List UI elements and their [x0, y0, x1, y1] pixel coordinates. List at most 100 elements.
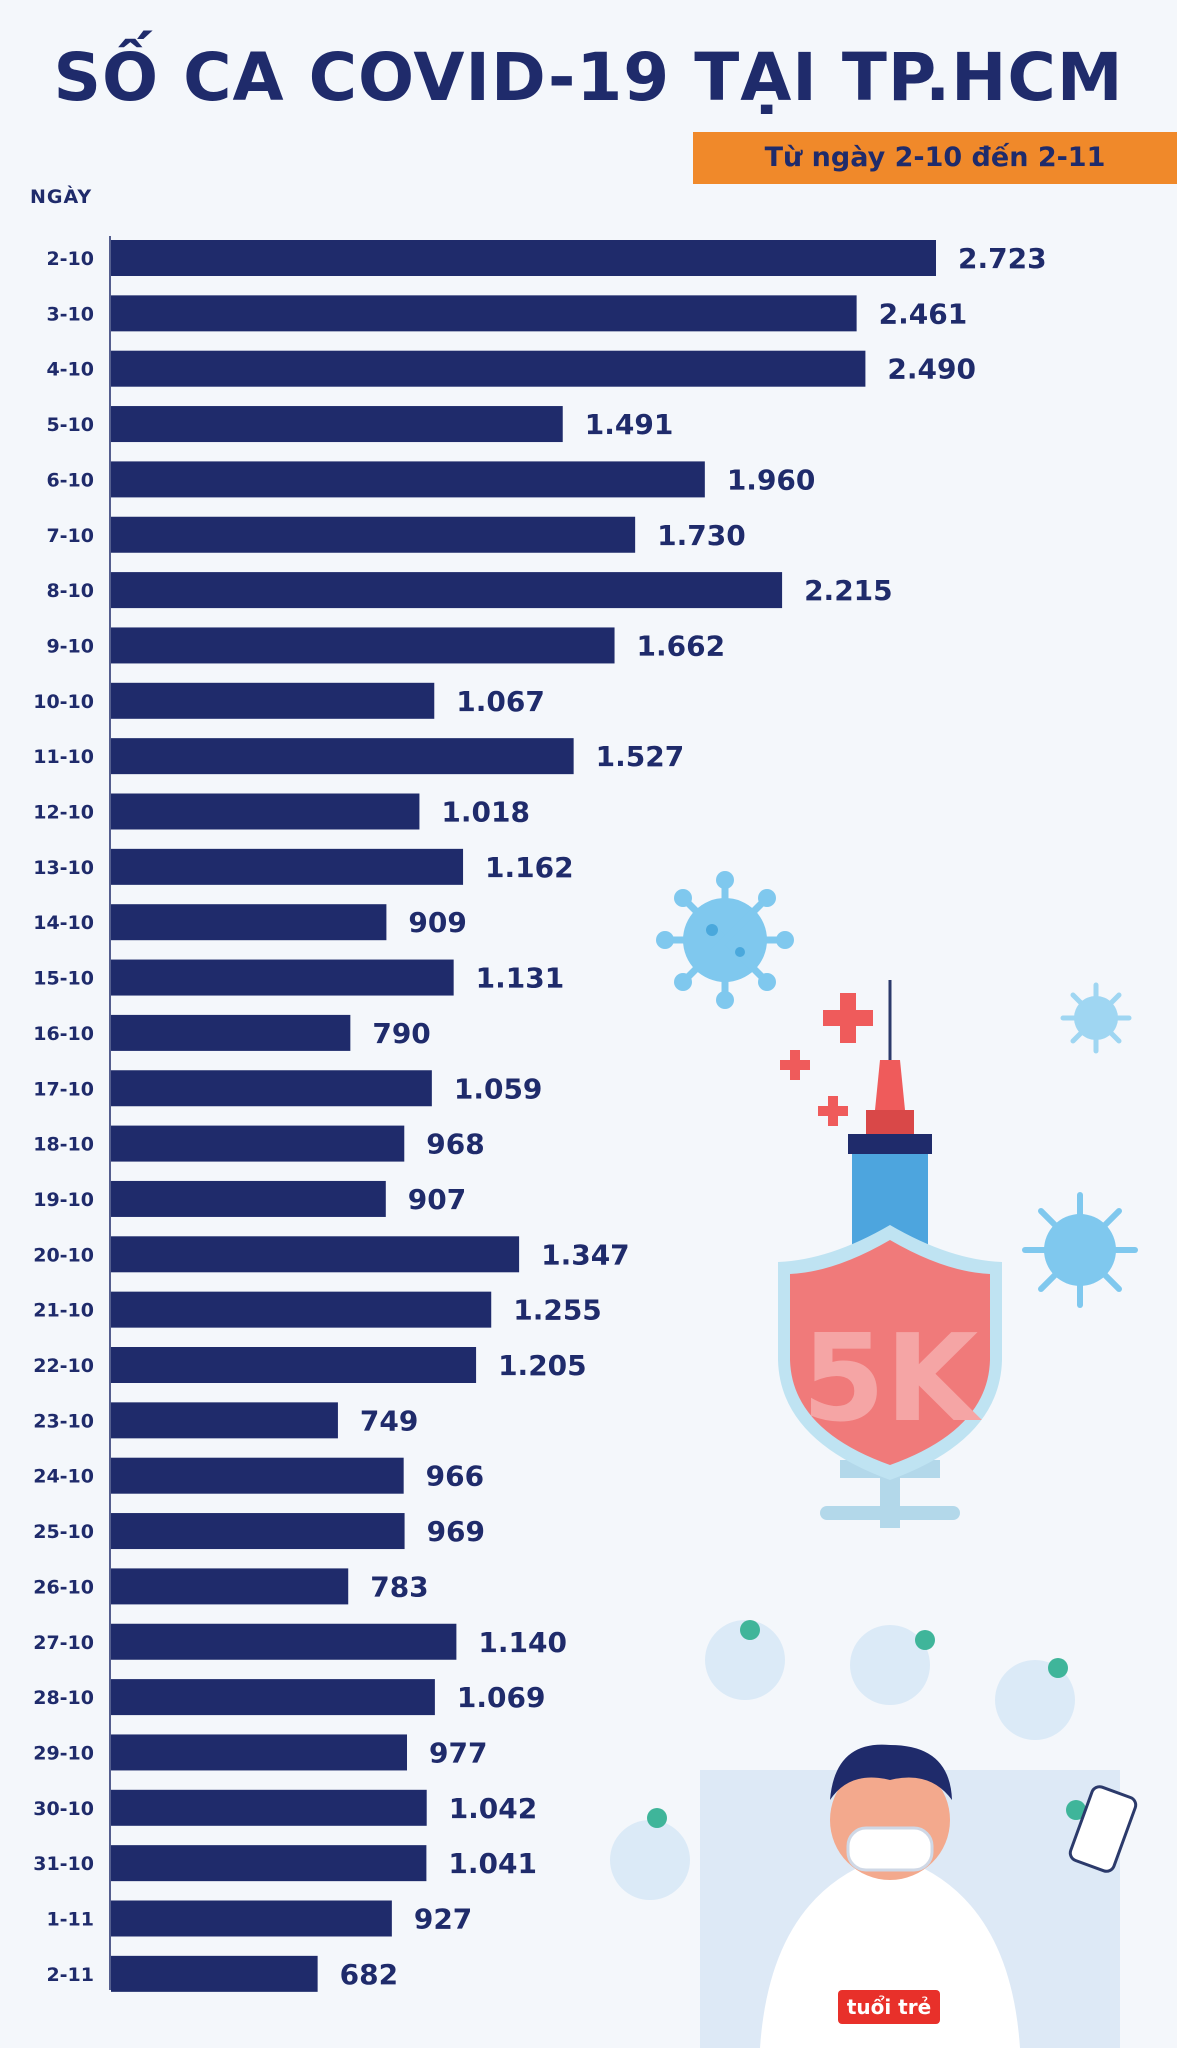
bar — [111, 1014, 351, 1051]
bar — [111, 240, 936, 276]
bar — [111, 295, 857, 332]
value-label: 1.041 — [448, 1847, 537, 1880]
category-label: 9-10 — [46, 635, 94, 657]
shield-5k-icon: 5K — [778, 1225, 1002, 1480]
category-label: 8-10 — [46, 580, 94, 602]
category-label: 19-10 — [33, 1189, 94, 1211]
virus-icon — [1060, 982, 1132, 1054]
category-label: 17-10 — [33, 1078, 94, 1100]
bar — [111, 1623, 457, 1660]
value-label: 1.067 — [456, 685, 545, 718]
virus-icon — [1022, 1192, 1138, 1308]
value-label: 1.162 — [485, 851, 574, 884]
value-label: 1.069 — [457, 1681, 546, 1714]
category-label: 22-10 — [33, 1355, 94, 1377]
category-label: 13-10 — [33, 857, 94, 879]
bar — [111, 1845, 427, 1882]
value-label: 1.960 — [727, 463, 816, 496]
bar — [111, 1955, 318, 1992]
doctor-illustration — [610, 1620, 1138, 2048]
value-label: 1.730 — [657, 519, 746, 552]
value-label: 977 — [429, 1736, 487, 1769]
bar — [111, 1402, 338, 1439]
bar — [111, 1789, 427, 1826]
tuoi-tre-logo: tuổi trẻ — [838, 1990, 940, 2024]
bar — [111, 1125, 405, 1162]
bar — [111, 959, 454, 996]
svg-text:5K: 5K — [802, 1310, 982, 1449]
category-label: 1-11 — [46, 1909, 94, 1931]
value-label: 1.491 — [585, 408, 674, 441]
value-label: 783 — [370, 1570, 428, 1603]
bar — [111, 1457, 404, 1494]
category-label: 27-10 — [33, 1632, 94, 1654]
category-label: 6-10 — [46, 469, 94, 491]
value-label: 1.042 — [449, 1792, 538, 1825]
value-label: 2.490 — [887, 353, 976, 386]
bar — [111, 904, 387, 941]
bar — [111, 1568, 349, 1605]
category-label: 11-10 — [33, 746, 94, 768]
bar — [111, 350, 866, 387]
bar — [111, 738, 574, 775]
category-label: 18-10 — [33, 1134, 94, 1156]
category-label: 21-10 — [33, 1300, 94, 1322]
bar — [111, 1900, 392, 1937]
bar — [111, 793, 420, 830]
bar — [111, 516, 636, 553]
value-label: 2.461 — [879, 297, 968, 330]
value-label: 968 — [426, 1128, 484, 1161]
category-label: 26-10 — [33, 1576, 94, 1598]
bar — [111, 1513, 405, 1550]
value-label: 749 — [360, 1404, 418, 1437]
category-label: 24-10 — [33, 1466, 94, 1488]
plus-icon — [780, 993, 873, 1126]
category-label: 29-10 — [33, 1742, 94, 1764]
value-label: 1.205 — [498, 1349, 587, 1382]
category-label: 5-10 — [46, 414, 94, 436]
value-label: 1.059 — [454, 1072, 543, 1105]
category-label: 14-10 — [33, 912, 94, 934]
category-label: 28-10 — [33, 1687, 94, 1709]
category-label: 31-10 — [33, 1853, 94, 1875]
bar — [111, 1679, 435, 1716]
bar — [111, 572, 783, 609]
value-label: 927 — [414, 1903, 472, 1936]
date-range-badge: Từ ngày 2-10 đến 2-11 — [693, 132, 1177, 184]
value-label: 2.215 — [804, 574, 893, 607]
value-label: 2.723 — [958, 242, 1047, 275]
page-title: SỐ CA COVID-19 TẠI TP.HCM — [53, 39, 1124, 116]
bar — [111, 1180, 386, 1217]
value-label: 907 — [408, 1183, 466, 1216]
category-label: 20-10 — [33, 1244, 94, 1266]
category-label: 30-10 — [33, 1798, 94, 1820]
value-label: 1.018 — [441, 796, 530, 829]
value-label: 1.527 — [596, 740, 685, 773]
bar — [111, 1734, 408, 1771]
value-label: 1.662 — [637, 629, 726, 662]
bar — [111, 627, 615, 664]
category-label: 2-10 — [46, 248, 94, 270]
value-label: 1.131 — [476, 962, 565, 995]
category-label: 7-10 — [46, 525, 94, 547]
bar — [111, 1236, 520, 1273]
category-label: 4-10 — [46, 359, 94, 381]
bar — [111, 1291, 492, 1328]
y-axis-label: NGÀY — [30, 186, 93, 208]
category-label: 25-10 — [33, 1521, 94, 1543]
value-label: 969 — [427, 1515, 485, 1548]
value-label: 1.140 — [478, 1626, 567, 1659]
category-label: 15-10 — [33, 968, 94, 990]
value-label: 790 — [372, 1017, 430, 1050]
category-label: 23-10 — [33, 1410, 94, 1432]
value-label: 909 — [408, 906, 466, 939]
bar — [111, 1070, 432, 1107]
category-label: 3-10 — [46, 303, 94, 325]
value-label: 1.255 — [513, 1294, 602, 1327]
bar — [111, 461, 705, 498]
value-label: 966 — [426, 1460, 484, 1493]
bar — [111, 848, 464, 885]
category-label: 2-11 — [46, 1964, 94, 1986]
bar — [111, 682, 435, 719]
